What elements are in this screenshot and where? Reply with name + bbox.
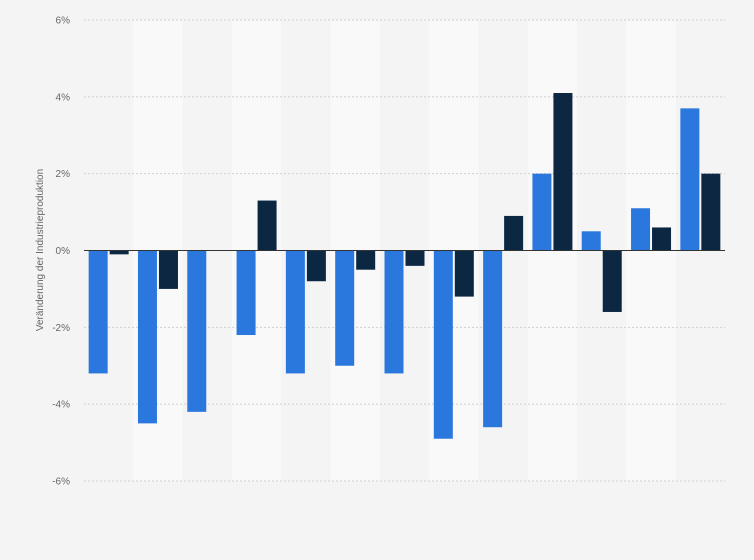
y-axis-ticks: 6% 4% 2% 0% -2% -4% -6% — [52, 16, 70, 488]
bar-series-1 — [680, 108, 700, 251]
bar-series-2 — [356, 250, 376, 270]
y-tick-label: 6% — [56, 16, 71, 27]
y-axis-title: Veränderung der Industrieproduktion — [35, 169, 46, 331]
bar-series-2 — [553, 92, 573, 251]
bar-series-2 — [504, 215, 524, 251]
bar-series-2 — [257, 200, 277, 251]
bar-series-1 — [236, 250, 256, 336]
y-tick-label: 4% — [56, 92, 71, 103]
bars — [88, 92, 721, 439]
bar-series-1 — [631, 208, 651, 251]
bar-series-2 — [306, 250, 326, 282]
bar-series-2 — [602, 250, 622, 312]
bar-series-1 — [285, 250, 305, 374]
bar-series-2 — [109, 250, 129, 255]
bar-series-1 — [187, 250, 207, 412]
bar-series-2 — [652, 227, 672, 251]
bar-series-2 — [454, 250, 474, 297]
bar-series-1 — [532, 173, 552, 251]
y-tick-label: 0% — [56, 246, 71, 257]
bar-series-1 — [335, 250, 355, 366]
y-tick-label: 2% — [56, 169, 71, 180]
bar-series-2 — [701, 173, 721, 251]
bar-series-2 — [405, 250, 425, 266]
gridlines — [84, 19, 725, 482]
bar-series-2 — [158, 250, 178, 289]
bar-series-1 — [433, 250, 453, 439]
y-tick-label: -4% — [52, 400, 70, 411]
y-tick-label: -6% — [52, 477, 70, 488]
bar-series-1 — [384, 250, 404, 374]
bar-series-1 — [581, 231, 601, 251]
bar-series-1 — [137, 250, 157, 424]
y-tick-label: -2% — [52, 323, 70, 334]
bar-series-1 — [88, 250, 108, 374]
bar-series-1 — [483, 250, 503, 428]
